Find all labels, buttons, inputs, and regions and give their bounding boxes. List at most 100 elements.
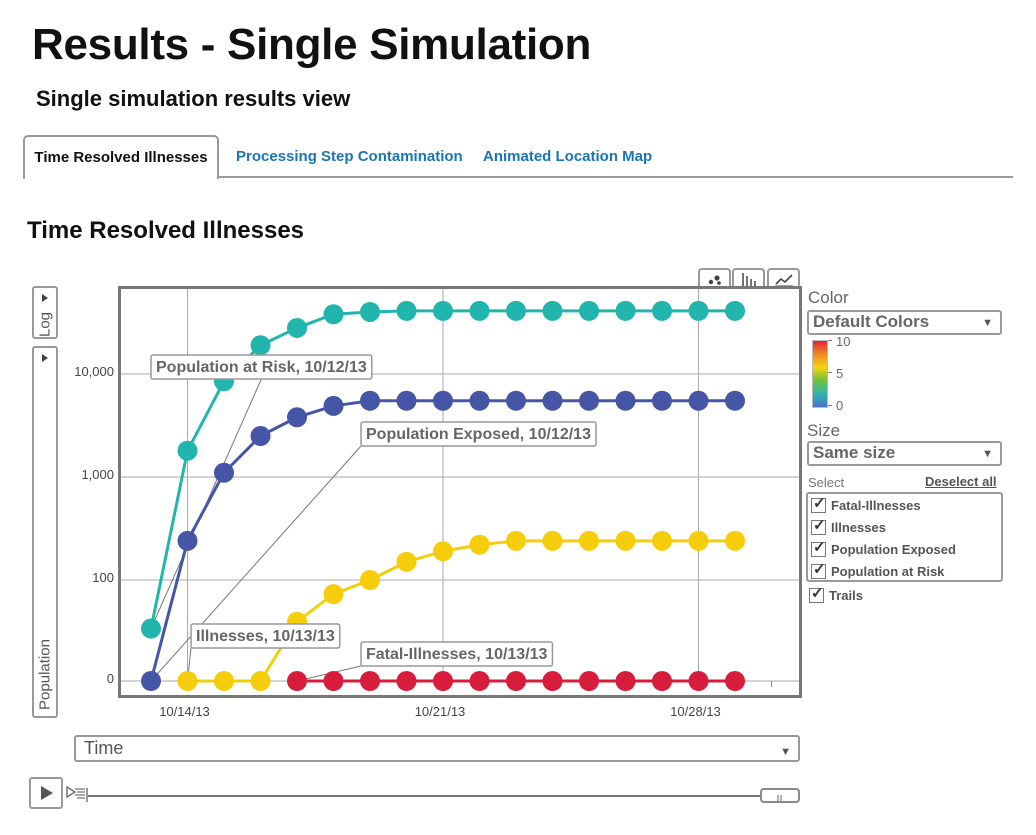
tab-time-resolved-illnesses[interactable]: Time Resolved Illnesses [23,135,219,179]
size-dropdown[interactable]: Same size ▼ [807,441,1002,466]
data-point-fatal-illnesses [688,671,709,691]
tab-processing-step-contamination[interactable]: Processing Step Contamination [236,148,463,165]
data-point-population-exposed [506,390,526,411]
data-point-fatal-illnesses [615,671,636,691]
y-tick-label: 100 [92,570,114,585]
color-dropdown[interactable]: Default Colors ▼ [807,310,1002,335]
trails-label: Trails [829,588,863,603]
data-point-population-exposed [141,671,161,691]
data-point-illnesses [323,584,344,605]
data-point-fatal-illnesses [542,671,563,691]
series-checkbox-label: Population at Risk [831,564,945,579]
data-point-fatal-illnesses [469,671,490,691]
series-checkbox-population-exposed[interactable]: ✓ Population Exposed [811,539,956,560]
data-point-population-at-risk [542,300,563,321]
annotation-label-fatal-illnesses: Fatal-Illnesses, 10/13/13 [366,646,548,663]
data-point-illnesses [615,530,636,551]
y-variable-selector[interactable]: Population [32,346,58,718]
y-tick-label: 1,000 [81,467,114,482]
data-point-population-at-risk [323,304,344,325]
trails-checkbox[interactable]: ✓ Trails [809,585,863,606]
data-point-population-at-risk [652,300,672,321]
data-point-population-exposed [360,390,380,411]
speed-slider-icon [66,785,88,802]
page-title: Results - Single Simulation [32,20,592,69]
tab-bar-divider [217,176,1013,178]
data-point-fatal-illnesses [433,671,453,691]
y-scale-selector[interactable]: Log [32,286,58,339]
data-point-fatal-illnesses [287,671,307,691]
annotation-labels: Population at Risk, 10/12/13 Population E… [150,354,597,667]
data-point-illnesses [396,551,417,572]
time-slider-track[interactable] [88,795,788,797]
data-point-population-exposed [287,407,307,428]
scatter-chart-button[interactable] [698,268,731,288]
series-checkbox-population-at-risk[interactable]: ✓ Population at Risk [811,561,945,582]
data-point-fatal-illnesses [396,671,417,691]
series-checkbox-fatal-illnesses[interactable]: ✓ Fatal-Illnesses [811,495,921,516]
data-point-illnesses [652,530,672,551]
data-point-fatal-illnesses [506,671,526,691]
series-checkbox-label: Population Exposed [831,542,956,557]
expand-arrow-icon [42,294,48,302]
color-scale-tickmarks [828,340,832,406]
y-scale-label: Log [36,311,54,338]
annotation-leader-population-exposed [150,445,362,682]
chevron-down-icon: ▼ [982,317,993,329]
data-point-population-at-risk [579,300,599,321]
data-point-population-exposed [177,530,198,551]
trails-checkbox-row: ✓ Trails [809,585,929,606]
series-checkbox-label: Illnesses [831,520,886,535]
data-point-population-at-risk [725,300,745,321]
scatter-icon [708,275,721,285]
data-point-population-exposed [652,390,672,411]
x-tick-label: 10/14/13 [159,704,210,719]
select-label: Select [808,475,845,490]
data-point-population-at-risk [141,618,161,639]
deselect-all-link[interactable]: Deselect all [925,474,997,489]
chart-canvas: Population at Risk, 10/12/13 Population E… [121,289,809,691]
color-scale-max: 10 [836,334,851,349]
data-point-population-at-risk [469,300,490,321]
size-label: Size [807,421,841,440]
time-slider-handle[interactable] [760,788,800,803]
play-icon [41,786,53,800]
data-point-illnesses [542,530,563,551]
plot-area: Population at Risk, 10/12/13 Population E… [118,286,809,698]
x-variable-dropdown[interactable]: Time ▼ [74,735,800,762]
data-point-population-exposed [688,390,709,411]
data-point-population-at-risk [506,300,526,321]
checkbox-icon: ✓ [811,495,826,513]
data-point-population-exposed [323,395,344,416]
data-point-population-at-risk [177,440,198,461]
bar-chart-button[interactable] [732,268,765,288]
data-point-population-at-risk [250,335,271,356]
series-select-list: ✓ Fatal-Illnesses ✓ Illnesses ✓ Population … [806,492,1003,582]
data-point-illnesses [688,530,709,551]
playback-speed-control[interactable] [66,785,88,805]
data-point-population-exposed [250,426,271,447]
annotation-box-illnesses [190,623,341,649]
data-point-population-exposed [615,390,636,411]
color-dropdown-value: Default Colors [813,312,930,331]
line-chart-button[interactable] [767,268,800,288]
series-checkbox-illnesses[interactable]: ✓ Illnesses [811,517,886,538]
tab-animated-location-map[interactable]: Animated Location Map [483,148,653,165]
y-variable-label: Population [36,639,54,710]
checkbox-icon: ✓ [811,517,826,535]
checkbox-icon: ✓ [811,539,826,557]
data-point-illnesses [214,671,234,691]
data-point-illnesses [433,541,453,562]
data-point-population-exposed [214,462,234,483]
page-subtitle: Single simulation results view [36,86,351,111]
annotation-label-illnesses: Illnesses, 10/13/13 [196,628,335,645]
annotation-label-population-at-risk: Population at Risk, 10/12/13 [156,359,367,376]
color-scale-mid: 5 [836,366,844,381]
chevron-down-icon: ▼ [780,746,791,758]
grip-icon [777,795,782,801]
data-point-illnesses [469,534,490,555]
data-point-population-at-risk [615,300,636,321]
x-tick-label: 10/21/13 [414,704,466,719]
color-scale-min: 0 [836,398,844,413]
play-button[interactable] [29,777,63,809]
